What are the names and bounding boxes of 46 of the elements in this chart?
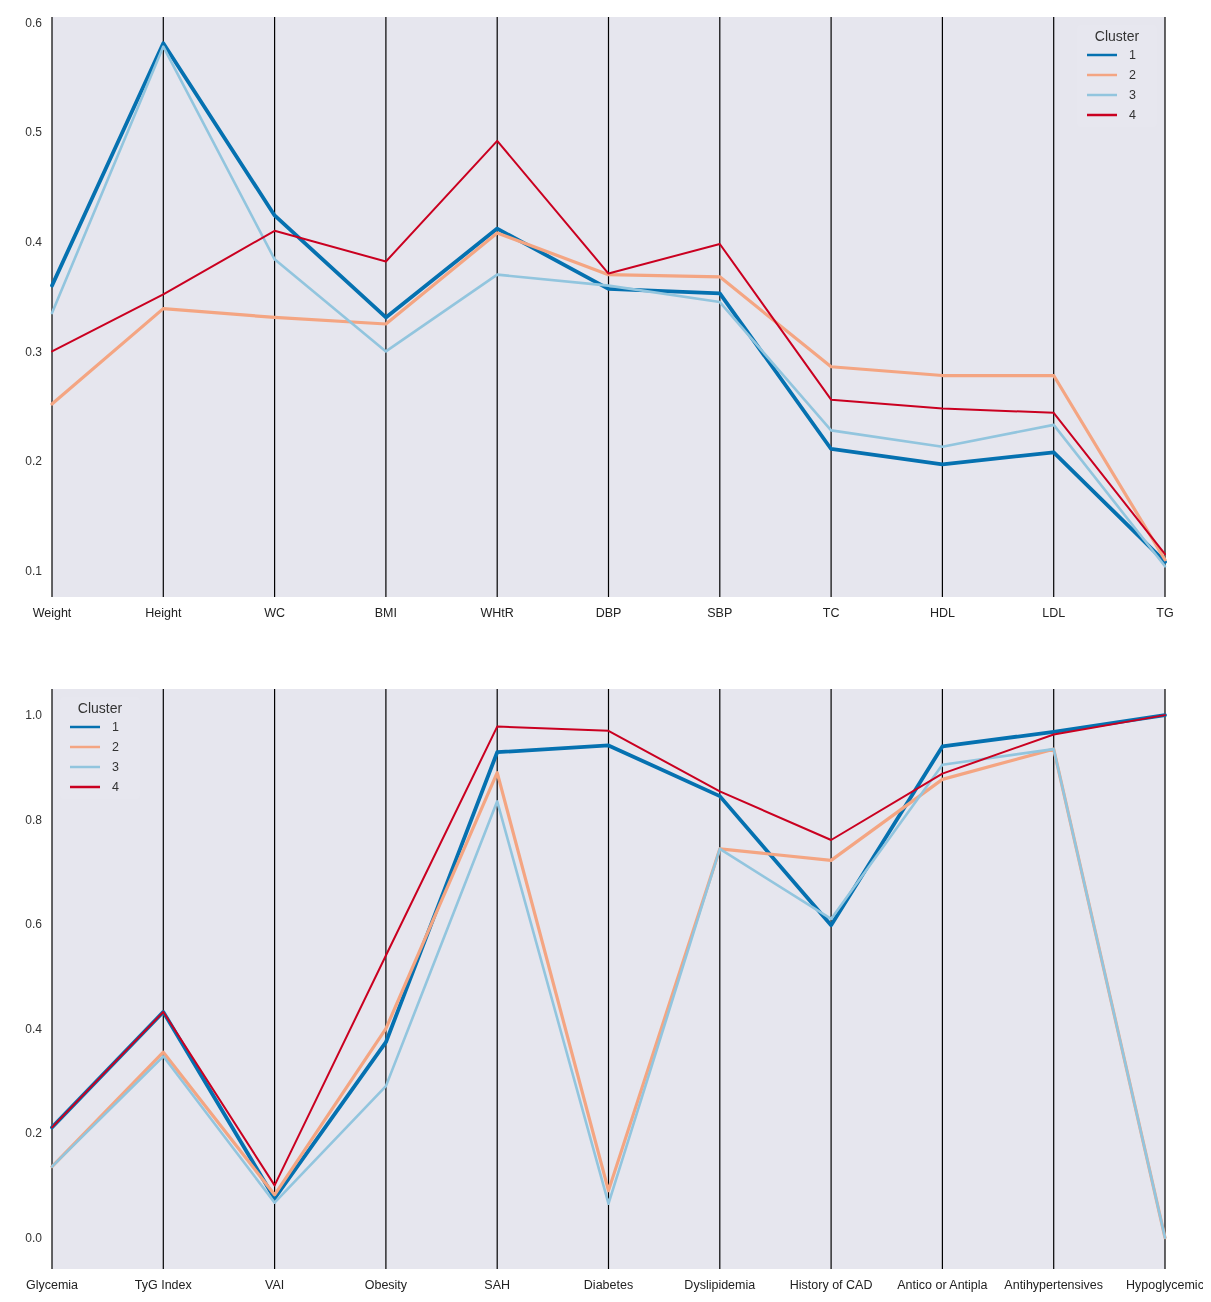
legend-label: 3 [1129,88,1136,103]
x-tick-label: TG [1156,606,1174,620]
x-tick-label: Antico or Antipla [897,1278,988,1292]
line-series [50,231,1167,562]
x-tick-label: SAH [484,1278,511,1292]
legend-title: Cluster [77,700,123,716]
y-tick-label: 1.0 [25,708,43,723]
x-tick-label: SBP [707,606,733,620]
y-tick-label: 0.1 [25,563,43,578]
x-tick-label: Height [145,606,182,620]
legend-label: 2 [112,740,119,755]
x-tick-label: Hypoglycemic [1126,1278,1204,1292]
x-tick-label: TyG Index [134,1278,193,1292]
legend-label: 4 [112,780,119,795]
x-tick-label: Weight [32,606,72,620]
y-tick-label: 0.6 [25,917,43,932]
y-tick-label: 0.2 [25,1126,43,1141]
x-tick-label: DBP [595,606,622,620]
x-tick-label: Obesity [364,1278,408,1292]
x-tick-label: LDL [1042,606,1066,620]
x-tick-label: WC [264,606,286,620]
x-tick-label: History of CAD [789,1278,873,1292]
legend-label: 2 [1129,68,1136,83]
x-tick-label: Dyslipidemia [684,1278,756,1292]
legend-label: 1 [1129,48,1136,63]
x-tick-label: HDL [929,606,955,620]
y-tick-label: 0.6 [25,15,43,30]
x-tick-label: Diabetes [583,1278,634,1292]
x-tick-label: Antihypertensives [1004,1278,1104,1292]
y-tick-label: 0.2 [25,454,43,469]
y-tick-label: 0.4 [25,1021,43,1036]
y-tick-label: 0.3 [25,344,43,359]
x-tick-label: VAI [264,1278,285,1292]
legend-label: 1 [112,720,119,735]
y-tick-label: 0.4 [25,234,43,249]
x-tick-label: BMI [374,606,398,620]
legend-title: Cluster [1094,28,1140,44]
y-tick-label: 0.8 [25,812,43,827]
y-tick-label: 0.5 [25,125,43,140]
y-tick-label: 0.0 [25,1230,43,1245]
x-tick-label: Glycemia [25,1278,79,1292]
legend-label: 4 [1129,108,1136,123]
x-tick-label: TC [822,606,840,620]
legend-label: 3 [112,760,119,775]
x-tick-label: WHtR [480,606,514,620]
line-series [51,139,1166,556]
